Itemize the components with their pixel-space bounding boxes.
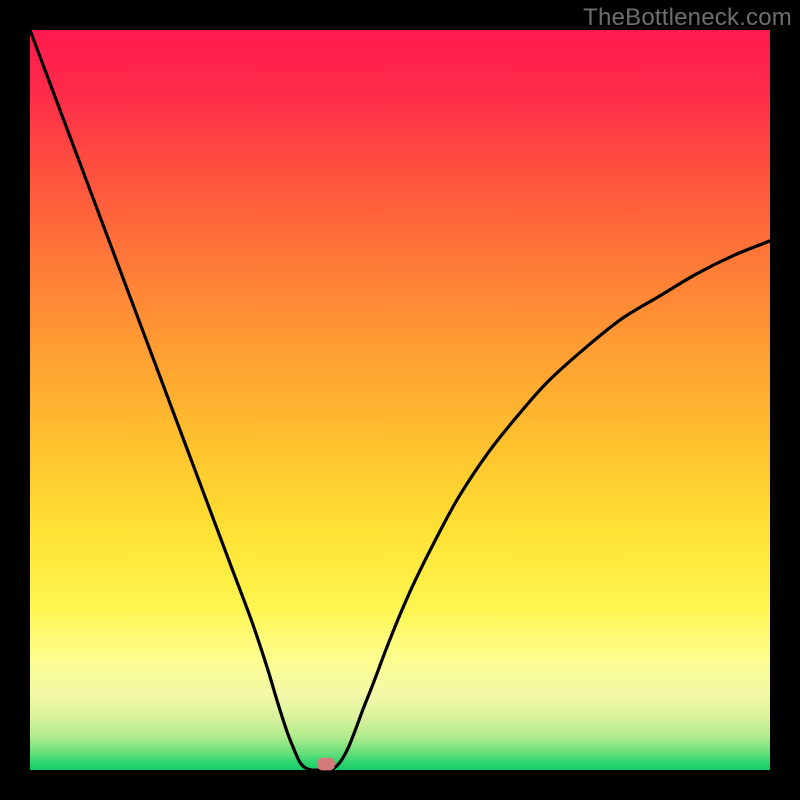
chart-container: TheBottleneck.com [0,0,800,800]
plot-background [30,30,770,770]
bottleneck-curve-chart [0,0,800,800]
optimal-point-marker [317,758,335,771]
